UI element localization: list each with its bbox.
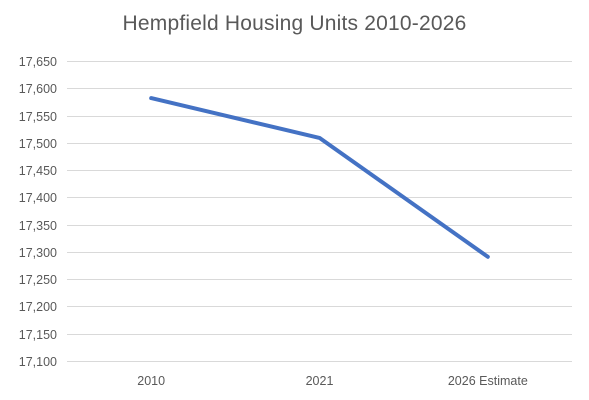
y-tick-label: 17,200: [19, 300, 57, 314]
y-tick-label: 17,450: [19, 164, 57, 178]
y-tick-label: 17,100: [19, 355, 57, 369]
y-tick-label: 17,150: [19, 328, 57, 342]
y-tick-label: 17,350: [19, 219, 57, 233]
y-tick-label: 17,650: [19, 55, 57, 69]
x-tick-label: 2010: [137, 374, 165, 388]
series-line: [149, 96, 490, 259]
y-tick-label: 17,550: [19, 110, 57, 124]
x-axis-tick-labels: 2010 2021 2026 Estimate: [137, 374, 528, 388]
x-tick-label: 2026 Estimate: [448, 374, 528, 388]
y-axis-tick-labels: 17,100 17,150 17,200 17,250 17,300 17,350 17,4…: [19, 55, 57, 369]
gridlines: [67, 61, 572, 362]
y-tick-label: 17,400: [19, 191, 57, 205]
x-tick-label: 2021: [306, 374, 334, 388]
y-tick-label: 17,500: [19, 137, 57, 151]
y-tick-label: 17,300: [19, 246, 57, 260]
y-tick-label: 17,600: [19, 82, 57, 96]
y-tick-label: 17,250: [19, 273, 57, 287]
chart-title: Hempfield Housing Units 2010-2026: [122, 12, 467, 35]
series-layer: [149, 96, 490, 259]
